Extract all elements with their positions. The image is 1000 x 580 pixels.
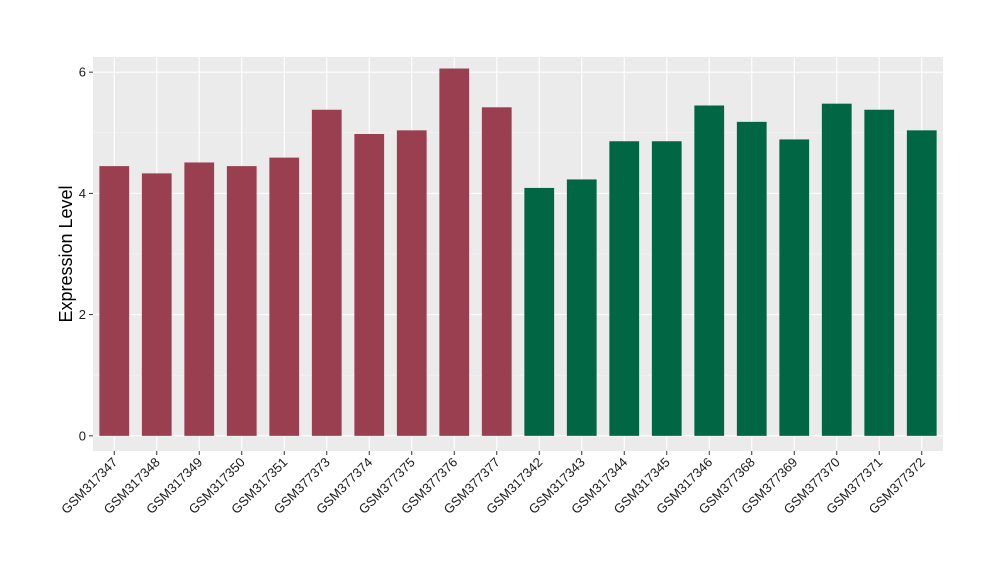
- bar-gsm317349: [184, 162, 215, 436]
- bar-gsm317348: [141, 173, 172, 436]
- bar-gsm317347: [99, 166, 130, 436]
- y-tick-label: 6: [79, 65, 86, 80]
- y-tick-label: 2: [79, 307, 86, 322]
- bar-gsm377372: [906, 130, 937, 436]
- bar-gsm377369: [779, 139, 810, 436]
- y-axis: 0 2 4 6: [79, 65, 93, 443]
- bar-gsm317350: [226, 166, 257, 436]
- bar-gsm377371: [864, 109, 895, 436]
- bar-gsm317351: [269, 157, 300, 436]
- bar-gsm377376: [439, 68, 470, 436]
- y-axis-title: Expression Level: [56, 185, 76, 322]
- bar-gsm377370: [821, 103, 852, 436]
- bars: [99, 68, 937, 436]
- y-tick-label: 0: [79, 428, 86, 443]
- x-axis: GSM317347GSM317348GSM317349GSM317350GSM3…: [58, 451, 928, 517]
- bar-gsm377377: [481, 107, 512, 436]
- bar-gsm317344: [609, 141, 640, 436]
- bar-gsm377368: [736, 121, 767, 436]
- y-tick-label: 4: [79, 186, 86, 201]
- bar-gsm377374: [354, 133, 385, 436]
- bar-gsm317345: [651, 141, 682, 436]
- bar-gsm317342: [524, 187, 555, 436]
- bar-gsm377375: [396, 130, 427, 436]
- bar-gsm317346: [694, 105, 725, 436]
- bar-gsm317343: [566, 179, 597, 436]
- bar-gsm377373: [311, 109, 342, 436]
